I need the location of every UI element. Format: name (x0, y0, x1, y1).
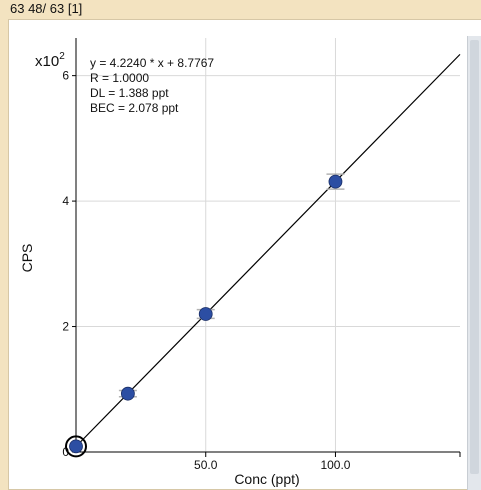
x-tick-label: 100.0 (320, 458, 350, 472)
calibration-point[interactable] (120, 386, 135, 401)
vertical-scrollbar[interactable] (467, 36, 481, 490)
annotation-dl: DL = 1.388 ppt (90, 86, 169, 100)
data-points (65, 173, 345, 458)
x-axis-ticks: 50.0 100.0 (194, 452, 461, 472)
y-tick-label: 2 (62, 320, 69, 334)
y-axis-ticks: 0 2 4 6 (62, 69, 76, 459)
y-multiplier-label: x102 (35, 51, 65, 70)
fit-line (75, 53, 461, 447)
chart-header-title: 63 48/ 63 [1] (10, 1, 82, 16)
calibration-point[interactable] (328, 174, 343, 189)
y-tick-label: 6 (62, 69, 69, 83)
calibration-point[interactable] (69, 439, 83, 454)
fit-annotation: y = 4.2240 * x + 8.7767 R = 1.0000 DL = … (90, 56, 214, 115)
y-axis-label: CPS (19, 244, 35, 273)
y-tick-label: 4 (62, 194, 69, 208)
calibration-point[interactable] (198, 307, 213, 321)
title-bar (0, 0, 481, 19)
x-tick-label: 50.0 (194, 458, 218, 472)
y-tick-label: 0 (62, 445, 69, 459)
calibration-chart: 63 48/ 63 [1] 0 2 4 6 50.0 100.0 x102 CPS Co… (10, 1, 461, 487)
scrollbar-thumb[interactable] (470, 40, 479, 474)
annotation-bec: BEC = 2.078 ppt (90, 101, 179, 115)
x-axis-label: Conc (ppt) (234, 471, 299, 487)
grid-lines (76, 38, 460, 452)
annotation-r: R = 1.0000 (90, 71, 149, 85)
annotation-equation: y = 4.2240 * x + 8.7767 (90, 56, 214, 70)
blank-point-highlight (65, 435, 87, 458)
